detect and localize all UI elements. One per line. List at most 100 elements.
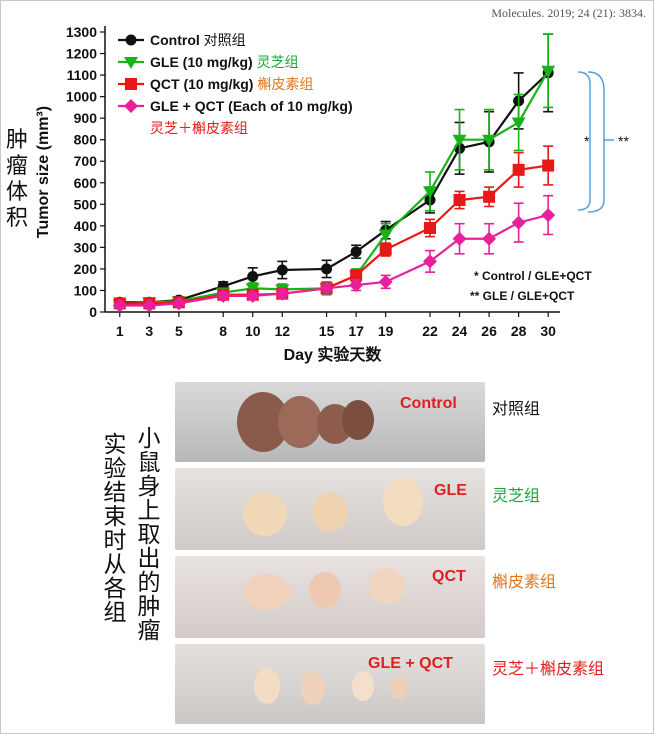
x-tick-label: 8 [219,323,227,339]
legend-entry-cn-4: 灵芝＋槲皮素组 [150,121,248,137]
data-point [378,274,393,289]
legend-entry-cn: 灵芝组 [257,54,299,70]
x-tick-label: 15 [319,323,335,339]
photo-label-gle: GLE [434,482,467,499]
x-tick-label: 5 [175,323,183,339]
y-tick-label: 800 [74,132,98,148]
data-point [142,298,157,313]
data-point [511,215,526,230]
y-tick-label: 400 [74,218,98,234]
tumor-growth-chart: 0 100 200 300 400 500 600 700 800 900 1000 1100 1200… [35,24,629,364]
legend-marker [124,57,138,69]
legend-entry-cn: 槲皮素组 [257,76,313,92]
legend-entry-en: Control [150,32,204,48]
significance-note-1: * Control / GLE+QCT [474,269,592,283]
y-tick-label: 700 [74,153,98,169]
y-tick-label: 0 [89,304,97,320]
bracket-inner [577,71,591,211]
data-point [216,288,231,303]
y-tick-label: 100 [74,282,98,298]
data-point [482,134,497,147]
legend-marker [124,99,138,113]
data-point [482,231,497,246]
y-tick-label: 1200 [66,46,97,62]
photo-label-gle-qct-cn: 灵芝＋槲皮素组 [492,659,605,678]
data-point [247,270,259,282]
legend-entry: GLE + QCT (Each of 10 mg/kg) [150,98,353,114]
significance-star: * [584,133,590,149]
legend-entry: QCT (10 mg/kg) 槲皮素组 [150,76,313,92]
legend-entry: Control 对照组 [150,32,246,48]
data-point [424,222,436,234]
data-point [349,278,364,293]
data-point [379,243,392,256]
legend-entry-en: GLE (10 mg/kg) [150,54,257,70]
legend-marker [125,34,137,46]
data-point [512,163,525,176]
y-tick-label: 500 [74,196,98,212]
data-point [350,246,362,258]
data-point [319,281,334,296]
data-point [511,117,526,130]
data-point [423,186,437,199]
photo-label-control: Control [400,395,457,412]
tumor-photo-control [175,382,485,462]
x-axis-label: Day 实验天数 [284,345,383,364]
data-point [483,190,496,203]
data-point [350,269,363,282]
bracket-outer [587,71,605,213]
data-point [245,288,260,303]
legend-entry-cn: 对照组 [204,32,246,48]
data-point [171,296,186,311]
data-point [321,263,333,275]
legend-entry-en: GLE + QCT (Each of 10 mg/kg) [150,98,353,114]
significance-double-star: ** [618,133,629,149]
y-tick-label: 1100 [67,67,98,83]
tumor-photo-gle [175,468,485,550]
x-tick-label: 28 [511,323,527,339]
x-tick-label: 3 [145,323,153,339]
y-tick-label: 1000 [66,89,97,105]
photo-label-gle-qct: GLE + QCT [368,655,453,672]
legend-entry: GLE (10 mg/kg) 灵芝组 [150,54,299,70]
citation: Molecules. 2019; 24 (21): 3834. [491,6,646,20]
x-tick-label: 19 [378,323,394,339]
data-point [541,208,556,223]
photo-label-qct-cn: 槲皮素组 [492,572,557,591]
photo-caption-1: 实验结束时从各组 [99,432,125,624]
x-tick-label: 1 [116,323,124,339]
photo-label-qct: QCT [432,568,466,585]
data-point [378,229,393,242]
x-tick-label: 30 [540,323,556,339]
y-tick-label: 600 [74,175,98,191]
legend-entry-en: QCT (10 mg/kg) [150,76,257,92]
x-tick-label: 17 [348,323,364,339]
x-tick-label: 12 [274,323,290,339]
data-point [453,194,466,206]
y-tick-label: 200 [74,261,98,277]
data-point [112,298,127,313]
data-point [541,65,556,78]
legend-marker [125,78,137,90]
y-axis-label: Tumor size (mm³) [35,106,52,238]
significance-note-2: ** GLE / GLE+QCT [470,289,575,303]
data-point [452,231,467,246]
data-point [275,286,290,301]
data-point [423,254,437,269]
data-point [452,134,467,147]
y-tick-label: 900 [74,110,98,126]
x-tick-label: 22 [422,323,438,339]
data-point [276,264,288,276]
y-tick-label: 1300 [66,24,97,40]
photo-label-control-cn: 对照组 [492,399,541,418]
photo-caption-2: 小鼠身上取出的肿瘤 [133,426,159,642]
y-axis-label-cn: 肿瘤体积 [5,128,28,231]
y-tick-label: 300 [74,239,98,255]
x-tick-label: 24 [452,323,468,339]
tumor-photo-qct [175,556,485,638]
tumor-photo-gle-qct [175,644,485,724]
data-point [542,159,555,172]
x-tick-label: 26 [481,323,497,339]
photo-label-gle-cn: 灵芝组 [492,486,541,505]
x-tick-label: 10 [245,323,261,339]
